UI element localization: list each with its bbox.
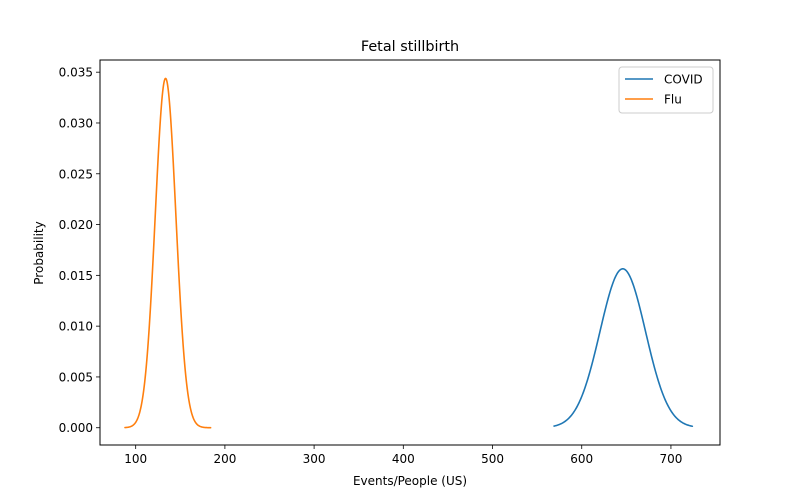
y-tick-label: 0.015 (59, 269, 93, 283)
y-tick-label: 0.035 (59, 66, 93, 80)
series-line-covid (553, 268, 694, 428)
x-tick-label: 300 (303, 452, 326, 466)
y-tick-label: 0.020 (59, 218, 93, 232)
x-tick-label: 400 (392, 452, 415, 466)
y-axis: 0.000 0.005 0.010 0.015 0.020 0.025 0.030 0.035 (59, 66, 100, 435)
x-tick-label: 700 (659, 452, 682, 466)
y-axis-label: Probability (32, 221, 46, 284)
x-tick-label: 600 (570, 452, 593, 466)
y-tick-label: 0.025 (59, 167, 93, 181)
x-tick-label: 100 (124, 452, 147, 466)
legend-label-covid: COVID (664, 73, 703, 87)
x-tick-label: 200 (213, 452, 236, 466)
chart-title: Fetal stillbirth (361, 39, 459, 55)
series-line-flu (124, 77, 212, 429)
legend-label-flu: Flu (664, 93, 682, 107)
plot-area (124, 77, 694, 429)
y-tick-label: 0.000 (59, 421, 93, 435)
y-tick-label: 0.005 (59, 370, 93, 384)
axes-frame (99, 59, 721, 446)
x-tick-label: 500 (481, 452, 504, 466)
y-tick-label: 0.010 (59, 320, 93, 334)
x-axis-label: Events/People (US) (353, 474, 467, 488)
y-tick-label: 0.030 (59, 116, 93, 130)
x-axis: 100 200 300 400 500 600 700 (124, 445, 682, 466)
legend: COVID Flu (618, 66, 714, 114)
